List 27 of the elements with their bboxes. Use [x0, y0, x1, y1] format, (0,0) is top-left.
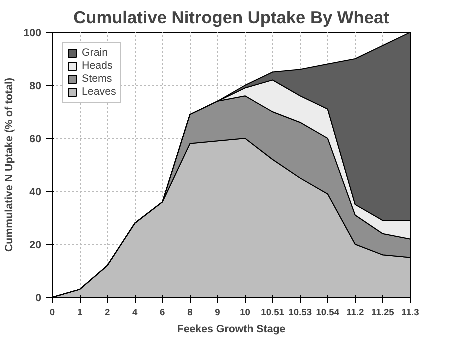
legend-label: Grain [82, 47, 108, 59]
x-tick-label: 11.2 [346, 308, 364, 318]
x-tick-label: 10 [240, 308, 250, 318]
x-tick-label: 11.3 [402, 308, 420, 318]
chart-title: Cumulative Nitrogen Uptake By Wheat [74, 8, 390, 28]
legend-label: Heads [82, 60, 113, 72]
y-tick-label: 20 [30, 240, 42, 252]
y-tick-label: 60 [30, 134, 42, 146]
legend-label: Stems [82, 73, 112, 85]
x-tick-label: 0 [50, 308, 56, 318]
x-axis-title: Feekes Growth Stage [177, 324, 286, 336]
x-tick-label: 10.51 [261, 308, 284, 318]
y-tick-label: 40 [30, 186, 42, 198]
x-tick-label: 11.25 [372, 308, 394, 318]
x-tick-label: 8 [188, 308, 193, 318]
y-tick-label: 0 [36, 292, 42, 304]
x-tick-label: 4 [132, 308, 139, 318]
x-tick-label: 6 [160, 308, 166, 318]
x-tick-label: 9 [215, 308, 220, 318]
x-tick-label: 1 [77, 308, 83, 318]
x-tick-label: 2 [104, 308, 110, 318]
y-tick-label: 100 [24, 28, 42, 40]
y-axis-title: Cummulative N Uptake (% of total) [4, 78, 16, 252]
legend-label: Leaves [82, 86, 116, 98]
y-tick-label: 80 [30, 80, 42, 92]
x-tick-label: 10.53 [288, 308, 312, 318]
x-tick-label: 10.54 [316, 308, 340, 318]
